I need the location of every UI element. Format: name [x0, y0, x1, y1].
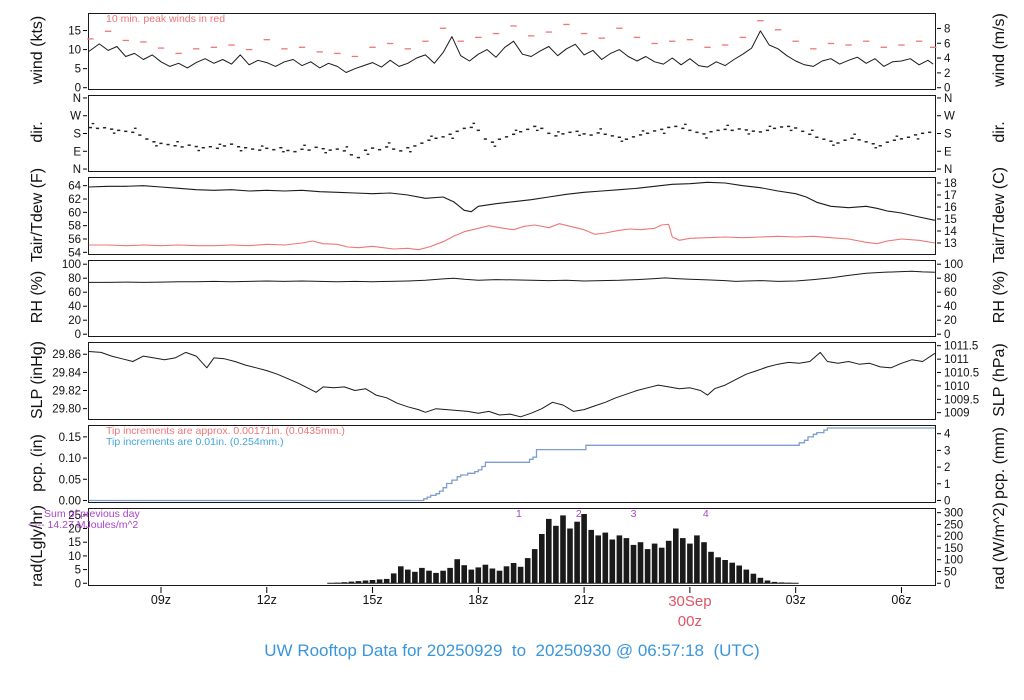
y-tick-label: 4	[944, 53, 951, 65]
y-tick-label: 60	[944, 287, 957, 299]
y-tick-label: 5	[75, 64, 81, 76]
y-tick-label: N	[73, 93, 81, 105]
y-tick-label: W	[944, 111, 955, 123]
y-tick-label: 29.82	[52, 386, 81, 398]
y-tick-label: 10	[68, 45, 81, 57]
y-tick-label: 29.80	[52, 404, 81, 416]
y-tick-label: 2	[944, 462, 950, 474]
y-tick-label: 1010.5	[944, 367, 979, 379]
y-tick-label: 10	[68, 551, 81, 563]
y-tick-label: 2	[944, 68, 950, 80]
panel-wind-box	[88, 13, 936, 90]
y-tick-label: 15	[68, 537, 81, 549]
x-tick-label: 12z	[257, 593, 277, 607]
y-tick-label: W	[70, 111, 81, 123]
y-tick-label: 60	[68, 287, 81, 299]
y-tick-label: 15	[68, 26, 81, 38]
x-tick-label: 15z	[362, 593, 382, 607]
y-tick-label: 300	[944, 508, 963, 520]
x-tick-label: 00z	[678, 613, 702, 630]
y-tick-label: 3	[944, 445, 950, 457]
y-tick-label: 0.00	[59, 495, 81, 507]
x-tick-label: 03z	[786, 593, 806, 607]
y-tick-label: 0.15	[59, 432, 81, 444]
panel-pcp-box	[88, 425, 936, 503]
y-tick-label: 80	[68, 273, 81, 285]
y-tick-label: S	[944, 129, 952, 141]
y-tick-label: 100	[944, 259, 963, 271]
y-tick-label: 4	[944, 429, 951, 441]
y-tick-label: 8	[944, 23, 950, 35]
y-tick-label: 56	[68, 234, 81, 246]
y-tick-label: 40	[68, 301, 81, 313]
y-tick-label: 40	[944, 301, 957, 313]
y-tick-label: 1	[944, 479, 950, 491]
y-tick-label: N	[944, 164, 952, 176]
y-tick-label: 64	[68, 181, 81, 193]
y-tick-label: 54	[68, 247, 81, 259]
y-tick-label: 17	[944, 190, 957, 202]
y-tick-label: N	[944, 93, 952, 105]
panel-dir-box	[88, 95, 936, 172]
y-tick-label: 1011	[944, 354, 969, 366]
y-tick-label: 0	[944, 83, 950, 95]
y-tick-label: 0	[944, 578, 950, 590]
figure-title: UW Rooftop Data for 20250929 to 20250930…	[264, 641, 760, 660]
y-tick-label: 62	[68, 194, 81, 206]
y-tick-label: 0	[75, 329, 81, 341]
y-tick-label: 5	[75, 565, 81, 577]
x-tick-label: 06z	[891, 593, 911, 607]
y-tick-label: 14	[944, 226, 957, 238]
y-tick-label: N	[73, 164, 81, 176]
y-tick-label: 0	[75, 578, 81, 590]
y-tick-label: 1010	[944, 381, 970, 393]
y-tick-label: 50	[944, 566, 957, 578]
y-tick-label: 150	[944, 543, 963, 555]
y-tick-label: 60	[68, 207, 81, 219]
axis-title-rad-right: rad (W/m^2)	[991, 502, 1008, 590]
y-tick-label: 20	[944, 315, 957, 327]
y-tick-label: 13	[944, 238, 957, 250]
y-tick-label: 0	[75, 83, 81, 95]
y-tick-label: 58	[68, 221, 81, 233]
y-tick-label: 0	[944, 329, 950, 341]
y-tick-label: 0.05	[59, 474, 81, 486]
y-tick-label: 25	[68, 510, 81, 522]
y-tick-label: E	[944, 146, 952, 158]
y-tick-label: E	[73, 146, 81, 158]
panel-temp-box	[88, 177, 936, 255]
y-tick-label: 200	[944, 531, 963, 543]
panel-rh-box	[88, 260, 936, 337]
axis-title-rad-left: rad(Lgly/hr)	[29, 505, 46, 587]
y-tick-label: 20	[68, 315, 81, 327]
y-tick-label: 18	[944, 178, 957, 190]
y-tick-label: 0.10	[59, 453, 81, 465]
y-tick-label: 29.86	[52, 349, 81, 361]
y-tick-label: 15	[944, 214, 957, 226]
y-tick-label: 250	[944, 519, 963, 531]
x-tick-label: 21z	[574, 593, 594, 607]
y-tick-label: 100	[944, 555, 963, 567]
y-tick-label: 29.84	[52, 367, 81, 379]
y-tick-label: 1011.5	[944, 341, 978, 353]
y-tick-label: 16	[944, 202, 957, 214]
y-tick-label: 80	[944, 273, 957, 285]
y-tick-label: 20	[68, 524, 81, 536]
x-tick-label: 30Sep	[668, 593, 711, 610]
y-tick-label: 0	[944, 495, 950, 507]
y-tick-label: 6	[944, 38, 950, 50]
y-tick-label: 100	[62, 259, 81, 271]
y-tick-label: 1009.5	[944, 394, 979, 406]
x-tick-label: 18z	[468, 593, 488, 607]
panel-slp-box	[88, 342, 936, 420]
y-tick-label: 1009	[944, 408, 970, 420]
panel-rad-box	[88, 508, 936, 586]
x-tick-label: 09z	[151, 593, 171, 607]
y-tick-label: S	[73, 129, 81, 141]
